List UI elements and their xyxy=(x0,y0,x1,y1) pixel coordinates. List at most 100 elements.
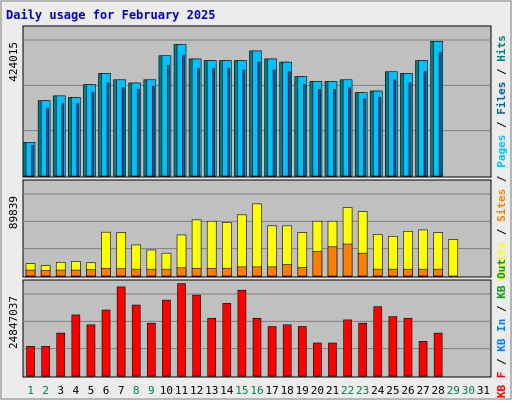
panel-top: 424015 Pages / Files / Hits xyxy=(7,25,508,178)
files-bar xyxy=(433,40,443,177)
pages-bar xyxy=(167,65,170,177)
kbf-bar xyxy=(116,286,126,377)
legend-entry: / xyxy=(495,62,508,82)
legend-entry: Pages xyxy=(495,135,508,168)
x-axis-day-label: 8 xyxy=(133,384,140,397)
pages-bar xyxy=(242,69,246,177)
kbf-bar xyxy=(71,314,81,377)
chart-title: Daily usage for February 2025 xyxy=(6,8,216,22)
x-axis-day-label: 7 xyxy=(118,384,125,397)
files-bar xyxy=(267,58,277,177)
sites-bar xyxy=(176,267,187,277)
kbf-bar xyxy=(131,304,141,377)
files-bar xyxy=(161,55,172,177)
pages-bar xyxy=(257,61,261,177)
x-axis-day-label: 24 xyxy=(371,384,385,397)
x-axis-labels: 1 2 3 4 5 6 7 8 9 10 11 12 13 14 15 16 17 18 19 20 21 22 23 24 2… xyxy=(27,384,490,397)
sites-bar xyxy=(327,246,338,277)
panel-scale-label: 424015 xyxy=(7,42,20,82)
files-bar xyxy=(191,58,202,177)
pages-bar xyxy=(438,52,442,177)
legend-entry: Files xyxy=(495,82,508,115)
kbf-bar xyxy=(86,324,96,377)
sites-bar xyxy=(101,267,111,277)
sites-bar xyxy=(418,268,428,277)
visits-bar xyxy=(206,220,217,277)
sites-bar xyxy=(206,267,217,277)
files-bar xyxy=(327,81,338,177)
kbf-bar xyxy=(313,342,322,377)
kbf-bar xyxy=(388,316,398,377)
x-axis-day-label: 20 xyxy=(311,384,324,397)
pages-bar xyxy=(318,89,321,177)
x-axis-day-label: 6 xyxy=(103,384,110,397)
pages-bar xyxy=(302,84,306,177)
kbf-bar xyxy=(41,345,50,377)
x-axis-day-label: 3 xyxy=(57,384,64,397)
x-axis-day-label: 5 xyxy=(88,384,95,397)
pages-bar xyxy=(408,82,412,177)
sites-bar xyxy=(252,266,262,277)
sites-bar xyxy=(297,267,308,277)
sites-bar xyxy=(312,251,323,277)
legend-entry: Hits xyxy=(495,35,508,62)
sites-bar xyxy=(25,269,36,277)
pages-bar xyxy=(121,87,125,177)
files-bar xyxy=(131,82,142,177)
kbf-bar xyxy=(403,317,413,377)
files-bar xyxy=(101,73,111,177)
files-bar xyxy=(237,60,247,177)
x-axis-day-label: 27 xyxy=(416,384,429,397)
x-axis-day-label: 23 xyxy=(356,384,369,397)
pages-bar xyxy=(136,89,140,177)
pages-bar xyxy=(348,87,351,177)
x-axis-day-label: 26 xyxy=(401,384,414,397)
pages-bar xyxy=(31,145,34,177)
kbf-bar xyxy=(433,332,443,377)
pages-bar xyxy=(363,98,366,177)
legend-entry: / xyxy=(495,222,508,242)
x-axis-day-label: 15 xyxy=(235,384,248,397)
legend-entry: Sites xyxy=(495,189,508,222)
pages-bar xyxy=(393,79,397,177)
files-bar xyxy=(388,71,398,177)
panel-bottom: 24847037 KB F / KB In / KB Out xyxy=(7,259,508,398)
legend-entry: KB F xyxy=(495,372,508,399)
kbf-bar xyxy=(147,322,156,377)
files-bar xyxy=(222,60,232,177)
x-axis-day-label: 12 xyxy=(190,384,203,397)
sites-bar xyxy=(116,268,126,277)
kbf-bar xyxy=(26,345,35,377)
kbf-bar xyxy=(418,341,428,377)
x-axis-day-label: 16 xyxy=(250,384,263,397)
panel-side-legend: Pages / Files / Hits xyxy=(495,35,508,168)
files-bar xyxy=(116,79,126,177)
legend-entry: / xyxy=(495,175,508,189)
files-bar xyxy=(403,73,413,177)
sites-bar xyxy=(342,243,353,277)
pages-bar xyxy=(106,82,110,177)
sites-bar xyxy=(86,269,96,277)
x-axis-day-label: 25 xyxy=(386,384,399,397)
pages-bar xyxy=(61,103,65,177)
visits-bar xyxy=(252,203,262,277)
pages-bar xyxy=(227,68,231,177)
panel-scale-label: 24847037 xyxy=(7,296,20,349)
files-bar xyxy=(146,79,157,177)
legend-entry: / xyxy=(495,299,508,319)
sites-bar xyxy=(191,267,202,277)
legend-entry: Visits xyxy=(495,242,508,282)
panel-scale-label: 89839 xyxy=(7,196,20,229)
files-bar xyxy=(297,76,308,177)
sites-bar xyxy=(237,266,247,277)
pages-bar xyxy=(378,97,382,177)
x-axis-day-label: 10 xyxy=(160,384,173,397)
kbf-bar xyxy=(222,303,232,377)
files-bar xyxy=(176,44,187,177)
files-bar xyxy=(372,90,383,177)
files-bar xyxy=(282,61,292,177)
x-axis-day-label: 18 xyxy=(281,384,294,397)
pages-bar xyxy=(333,89,336,177)
